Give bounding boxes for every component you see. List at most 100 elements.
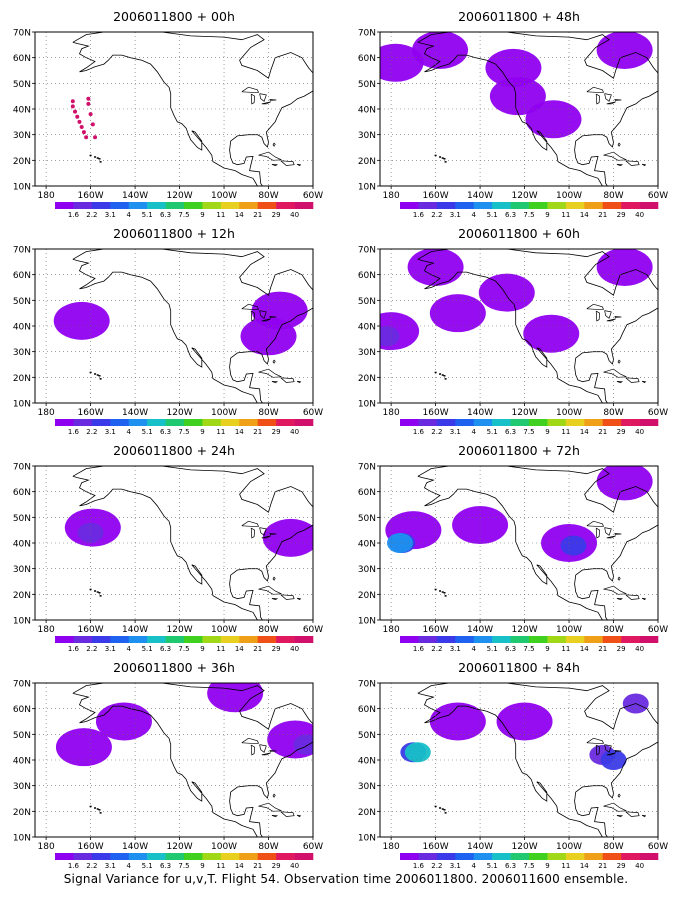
- colorbar-swatch: [294, 853, 314, 860]
- lon-tick-label: 180: [38, 625, 55, 635]
- colorbar-swatch: [276, 636, 295, 643]
- colorbar-label: 21: [253, 211, 262, 219]
- hawaii-island: [94, 373, 97, 375]
- colorbar-swatch: [165, 636, 185, 643]
- island-outline: [617, 576, 621, 581]
- panel-title: 2006011800 + 12h: [113, 226, 235, 241]
- hawaii-island: [439, 373, 442, 375]
- variance-blob: [429, 294, 486, 333]
- colorbar-swatch: [529, 853, 548, 860]
- island-outline: [280, 811, 295, 817]
- lon-tick-label: 140W: [467, 408, 493, 418]
- colorbar-swatch: [55, 419, 74, 426]
- lon-tick-label: 80W: [603, 408, 623, 418]
- lat-tick-label: 70N: [13, 463, 31, 473]
- map-panel: 2006011800 + 72h 70N 60N 50N 40N 30N 20N 10N 180…: [358, 443, 668, 653]
- colorbar-label: 29: [617, 428, 626, 436]
- island-outline: [272, 576, 276, 581]
- lat-tick-label: 40N: [358, 540, 376, 550]
- colorbar-label: 5.1: [142, 645, 153, 653]
- variance-blob: [95, 702, 152, 741]
- island-outline: [641, 163, 647, 167]
- colorbar-swatch: [294, 419, 314, 426]
- lon-tick-label: 160W: [78, 191, 104, 201]
- plot-area: [380, 249, 658, 403]
- colorbar-label: 29: [272, 211, 281, 219]
- hawaii-island: [439, 156, 442, 158]
- lake-outline: [586, 520, 605, 527]
- map-panel: 2006011800 + 36h 70N 60N 50N 40N 30N 20N 10N 180…: [13, 660, 323, 870]
- colorbar-swatch: [565, 202, 585, 209]
- lat-tick-label: 50N: [13, 514, 31, 524]
- variance-blob: [485, 48, 542, 87]
- colorbar-label: 3.1: [450, 862, 461, 870]
- colorbar-swatch: [565, 853, 585, 860]
- variance-blob: [596, 32, 653, 69]
- colorbar-swatch: [110, 853, 130, 860]
- variance-blob: [55, 728, 112, 767]
- colorbar-label: 21: [253, 428, 262, 436]
- coastline: [72, 32, 313, 186]
- hawaii-island: [434, 588, 437, 591]
- island-outline: [271, 381, 279, 384]
- island-outline: [280, 160, 295, 166]
- colorbar-swatch: [492, 853, 511, 860]
- lon-tick-label: 160W: [423, 625, 449, 635]
- lake-outline: [250, 744, 256, 756]
- lake-outline: [604, 93, 612, 102]
- colorbar-swatch: [400, 202, 419, 209]
- colorbar-swatch: [621, 202, 640, 209]
- colorbar-swatch: [239, 419, 259, 426]
- lon-tick-label: 180: [38, 842, 55, 852]
- lake-outline: [606, 752, 616, 756]
- colorbar-swatch: [529, 202, 548, 209]
- colorbar-swatch: [184, 636, 203, 643]
- lake-outline: [614, 99, 622, 102]
- colorbar-swatch: [473, 636, 493, 643]
- lon-tick-label: 180: [383, 625, 400, 635]
- colorbar-swatch: [621, 419, 640, 426]
- colorbar-swatch: [639, 202, 659, 209]
- lon-tick-label: 60W: [303, 191, 323, 201]
- colorbar-swatch: [400, 419, 419, 426]
- lat-tick-label: 50N: [358, 731, 376, 741]
- lat-tick-label: 30N: [13, 565, 31, 575]
- island-outline: [616, 815, 624, 818]
- colorbar-label: 21: [253, 645, 262, 653]
- lat-tick-label: 30N: [358, 348, 376, 358]
- panel-title: 2006011800 + 84h: [458, 660, 580, 675]
- colorbar-label: 21: [253, 862, 262, 870]
- colorbar-label: 11: [216, 862, 225, 870]
- colorbar-swatch: [165, 853, 185, 860]
- hawaii-island: [99, 812, 102, 814]
- colorbar-label: 14: [235, 428, 244, 436]
- lat-tick-label: 40N: [13, 540, 31, 550]
- colorbar-label: 29: [272, 645, 281, 653]
- plot-area: [35, 683, 313, 837]
- colorbar-label: 4: [126, 211, 131, 219]
- lon-tick-label: 60W: [303, 408, 323, 418]
- colorbar-label: 11: [216, 428, 225, 436]
- lat-tick-label: 40N: [13, 106, 31, 116]
- colorbar-swatch: [147, 636, 166, 643]
- colorbar-swatch: [147, 419, 166, 426]
- colorbar-swatch: [621, 853, 640, 860]
- lake-outline: [586, 737, 605, 744]
- lat-tick-label: 10N: [358, 183, 376, 193]
- colorbar-swatch: [584, 202, 604, 209]
- colorbar-swatch: [510, 419, 530, 426]
- variance-blob: [452, 506, 509, 545]
- colorbar-swatch: [147, 202, 166, 209]
- lon-tick-label: 120W: [512, 408, 538, 418]
- colorbar-label: 1.6: [68, 862, 80, 870]
- colorbar-label: 6.3: [160, 645, 171, 653]
- colorbar-label: 40: [290, 645, 299, 653]
- coastline: [417, 683, 658, 837]
- hawaii-island: [99, 161, 102, 163]
- coastline: [417, 32, 658, 186]
- lake-outline: [604, 310, 612, 319]
- colorbar-label: 7.5: [178, 862, 189, 870]
- colorbar-swatch: [639, 636, 659, 643]
- colorbar-label: 5.1: [487, 211, 498, 219]
- hawaii-island: [96, 808, 99, 810]
